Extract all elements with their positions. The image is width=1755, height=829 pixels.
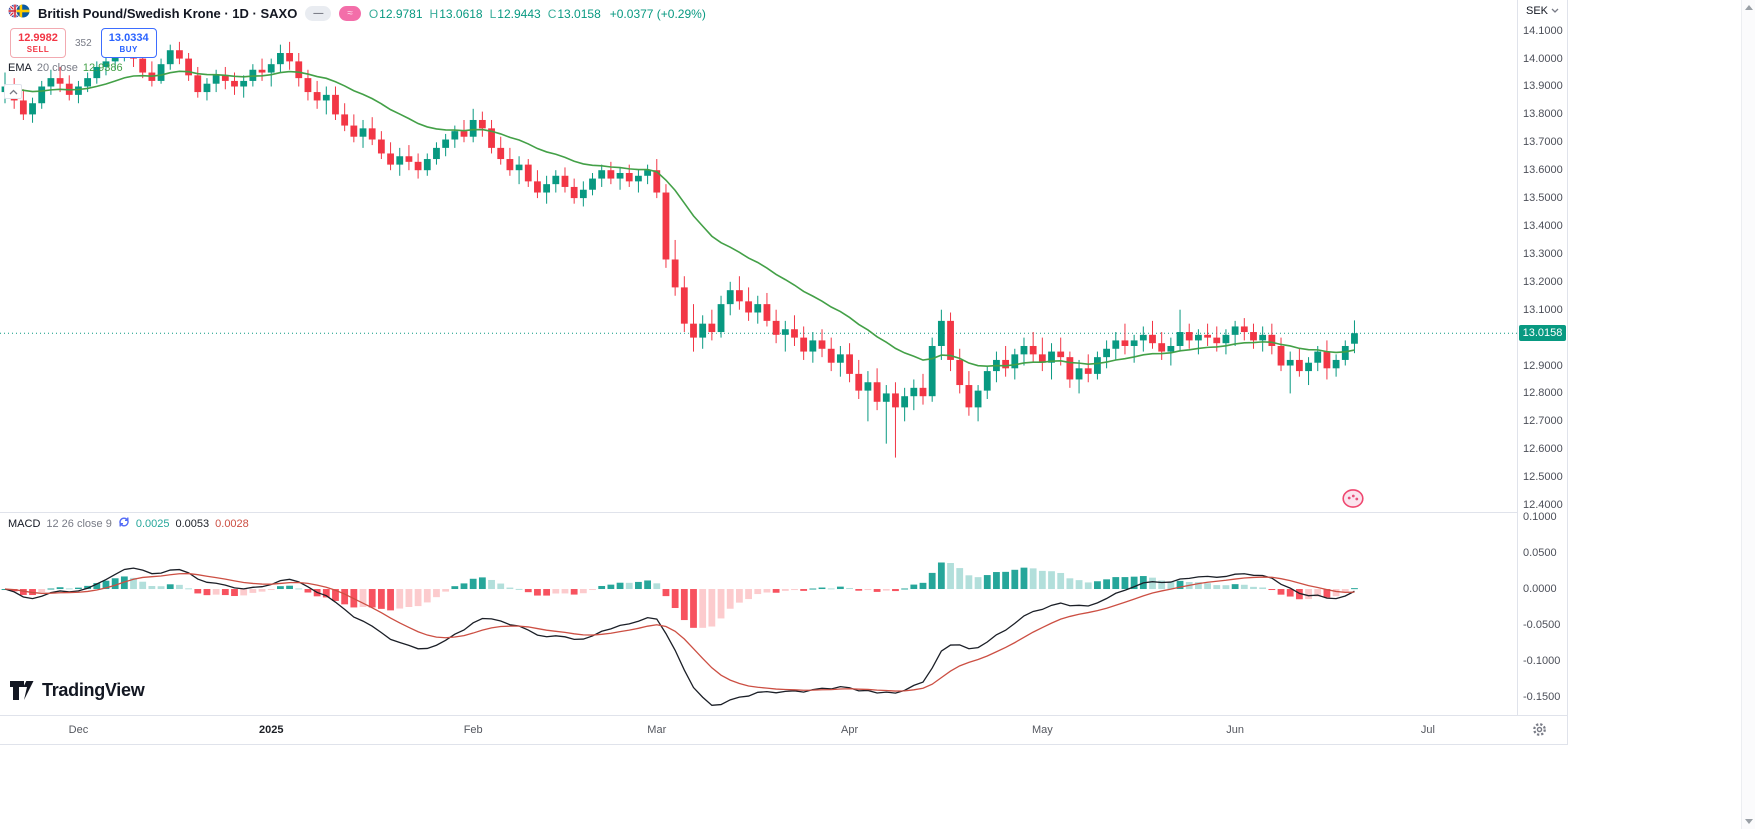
axis-label: 13.4000 [1523,220,1563,232]
ema-name: EMA [8,62,32,74]
macd-params: 12 26 close 9 [46,517,112,530]
ohlc-open: O12.9781 [368,6,423,21]
time-axis-label: Apr [840,724,859,736]
ohlc-high: H13.0618 [429,6,483,21]
macd-legend[interactable]: MACD 12 26 close 9 0.0025 0.0053 0.0028 [8,516,249,531]
collapse-legend-button[interactable] [4,84,22,99]
axis-label: 12.9000 [1523,359,1563,372]
macd-hist-value: 0.0025 [135,517,170,530]
axis-label: 13.8000 [1523,108,1563,121]
time-axis-label: Feb [463,724,483,736]
axis-label: 0.1000 [1523,511,1557,524]
buy-button[interactable]: 13.0334 BUY [100,28,157,58]
spread-value: 352 [75,37,92,49]
page-scrollbar[interactable] [1741,0,1755,829]
time-axis-label: Jul [1420,724,1435,736]
buy-price: 13.0334 [108,32,149,44]
axis-label: 12.4000 [1523,499,1563,512]
axis-label: -0.0500 [1523,619,1561,632]
symbol-title[interactable]: British Pound/Swedish Krone · 1D · SAXO [38,6,298,21]
time-axis[interactable]: Dec 2025 Feb Mar Apr May Jun Jul [0,715,1567,744]
ohlc-close: C13.0158 [547,6,601,21]
sell-button[interactable]: 12.9982 SELL [10,28,66,58]
symbol-legend: British Pound/Swedish Krone · 1D · SAXO … [8,4,706,23]
currency-selector[interactable]: SEK [1518,0,1567,21]
buy-label: BUY [119,45,138,54]
macd-name: MACD [8,517,41,530]
axis-label: 12.5000 [1523,471,1563,484]
emoji-sticker[interactable] [1342,489,1364,513]
ohlc-low: L12.9443 [489,6,541,21]
tradingview-mark-icon [10,681,34,700]
sell-price: 12.9982 [18,32,58,44]
axis-label: 13.1000 [1523,303,1563,316]
price-axis[interactable]: SEK 14.1000 14.0000 13.9000 13.8000 13.7000 1… [1517,0,1567,715]
axis-label: 14.0000 [1523,52,1563,65]
ohlc-values: O12.9781 H13.0618 L12.9443 C13.0158 +0.0… [369,7,706,21]
chevron-down-icon [1551,8,1559,13]
macd-line-value: 0.0053 [175,517,210,530]
time-axis-label: Mar [647,724,667,736]
toolbar-wave-pill-icon[interactable]: ≈ [339,6,361,21]
axis-label: 12.8000 [1523,387,1563,400]
tradingview-wordmark: TradingView [42,680,145,700]
chart-widget: British Pound/Swedish Krone · 1D · SAXO … [0,0,1568,745]
axis-label: 13.6000 [1523,164,1563,177]
sell-label: SELL [26,45,50,54]
trade-panel: 12.9982 SELL 352 13.0334 BUY [10,28,157,58]
time-axis-label: May [1031,724,1053,736]
scroll-down-arrow-icon[interactable] [1745,819,1753,824]
macd-signal-value: 0.0028 [215,517,249,530]
current-price-badge: 13.0158 [1519,325,1566,342]
axis-label: 13.9000 [1523,80,1563,93]
time-axis-label: Jun [1226,724,1244,736]
axis-label: 14.1000 [1523,24,1563,37]
currency-pair-icon [8,4,30,23]
axis-label: -0.1000 [1523,655,1561,667]
axis-label: -0.1500 [1523,691,1561,703]
ema-legend[interactable]: EMA 20 close 12.9386 [8,62,123,74]
currency-label: SEK [1525,4,1548,17]
chevron-up-icon [9,89,17,94]
axis-label: 13.3000 [1523,247,1563,260]
settings-gear-icon[interactable] [1532,722,1547,742]
time-axis-label: 2025 [258,724,284,736]
macd-sync-icon[interactable] [118,516,130,531]
axis-label: 13.2000 [1523,275,1563,288]
axis-label: 13.7000 [1523,136,1563,149]
axis-label: 0.0500 [1523,547,1557,560]
toolbar-minus-pill-icon[interactable]: — [305,6,332,21]
scroll-up-arrow-icon[interactable] [1745,5,1753,10]
price-change: +0.0377 (+0.29%) [609,6,706,21]
axis-label: 13.5000 [1523,192,1563,205]
time-axis-label: Dec [68,724,89,736]
ema-params: 20 close [36,62,78,74]
axis-label: 12.6000 [1523,443,1563,456]
chart-plot-area[interactable] [0,0,1517,715]
tradingview-logo[interactable]: TradingView [10,680,145,701]
ema-value: 12.9386 [82,62,123,74]
axis-label: 0.0000 [1523,583,1557,596]
axis-label: 12.7000 [1523,415,1563,428]
